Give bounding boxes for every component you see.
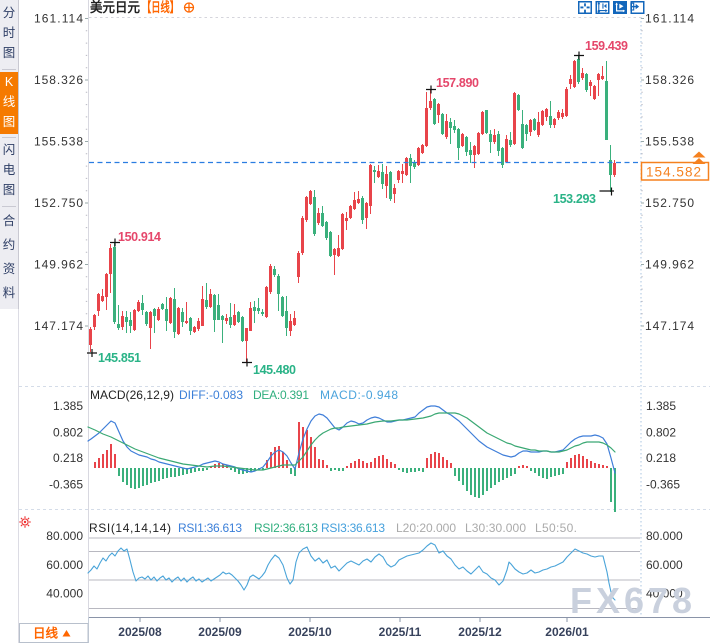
svg-text:40.000: 40.000 [646, 587, 683, 601]
svg-text:RSI1:36.613: RSI1:36.613 [178, 521, 242, 535]
svg-text:MACD:-0.948: MACD:-0.948 [320, 388, 398, 402]
svg-text:RSI2:36.613: RSI2:36.613 [254, 521, 318, 535]
svg-text:150.914: 150.914 [118, 230, 161, 244]
svg-text:155.538: 155.538 [645, 135, 694, 149]
svg-text:FX678: FX678 [570, 580, 696, 621]
svg-text:0.218: 0.218 [646, 451, 676, 465]
svg-text:149.962: 149.962 [34, 258, 83, 272]
svg-text:L20:20.000: L20:20.000 [396, 521, 456, 535]
svg-text:161.114: 161.114 [34, 12, 83, 26]
svg-text:L50:50.: L50:50. [535, 521, 577, 535]
svg-text:-0.365: -0.365 [646, 478, 680, 492]
svg-text:日线: 日线 [33, 626, 59, 641]
svg-text:0.802: 0.802 [53, 426, 83, 440]
svg-text:145.480: 145.480 [253, 363, 296, 377]
svg-text:147.174: 147.174 [34, 319, 83, 333]
svg-text:154.582: 154.582 [646, 165, 701, 180]
svg-text:153.293: 153.293 [553, 192, 596, 206]
svg-text:MACD(26,12,9): MACD(26,12,9) [90, 388, 174, 402]
svg-text:149.962: 149.962 [645, 258, 694, 272]
svg-text:美元日元: 美元日元 [90, 0, 140, 15]
svg-text:60.000: 60.000 [646, 558, 683, 572]
svg-text:【日线】: 【日线】 [142, 0, 179, 15]
svg-text:80.000: 80.000 [646, 529, 683, 543]
svg-text:2026/01: 2026/01 [545, 625, 589, 639]
svg-text:1.385: 1.385 [646, 399, 676, 413]
svg-text:155.538: 155.538 [34, 135, 83, 149]
svg-text:1.385: 1.385 [53, 399, 83, 413]
svg-text:2025/12: 2025/12 [458, 625, 502, 639]
svg-text:147.174: 147.174 [645, 319, 694, 333]
svg-text:DEA:0.391: DEA:0.391 [253, 388, 309, 402]
svg-text:159.439: 159.439 [585, 39, 628, 53]
svg-text:2025/11: 2025/11 [379, 625, 422, 639]
svg-text:158.326: 158.326 [34, 73, 83, 87]
svg-text:2025/08: 2025/08 [118, 625, 162, 639]
svg-text:152.750: 152.750 [645, 196, 694, 210]
svg-text:40.000: 40.000 [46, 587, 83, 601]
svg-text:0.218: 0.218 [53, 451, 83, 465]
svg-text:2025/09: 2025/09 [198, 625, 242, 639]
svg-text:145.851: 145.851 [98, 351, 141, 365]
svg-text:60.000: 60.000 [46, 558, 83, 572]
svg-text:2025/10: 2025/10 [288, 625, 332, 639]
svg-text:0.802: 0.802 [646, 426, 676, 440]
svg-text:RSI(14,14,14): RSI(14,14,14) [89, 521, 171, 535]
svg-text:DIFF:-0.083: DIFF:-0.083 [179, 388, 243, 402]
svg-text:161.114: 161.114 [645, 12, 694, 26]
svg-text:152.750: 152.750 [34, 196, 83, 210]
svg-text:80.000: 80.000 [46, 529, 83, 543]
svg-text:L30:30.000: L30:30.000 [465, 521, 526, 535]
svg-text:RSI3:36.613: RSI3:36.613 [321, 521, 385, 535]
svg-text:158.326: 158.326 [645, 73, 694, 87]
svg-text:157.890: 157.890 [436, 76, 479, 90]
svg-text:-0.365: -0.365 [49, 478, 83, 492]
